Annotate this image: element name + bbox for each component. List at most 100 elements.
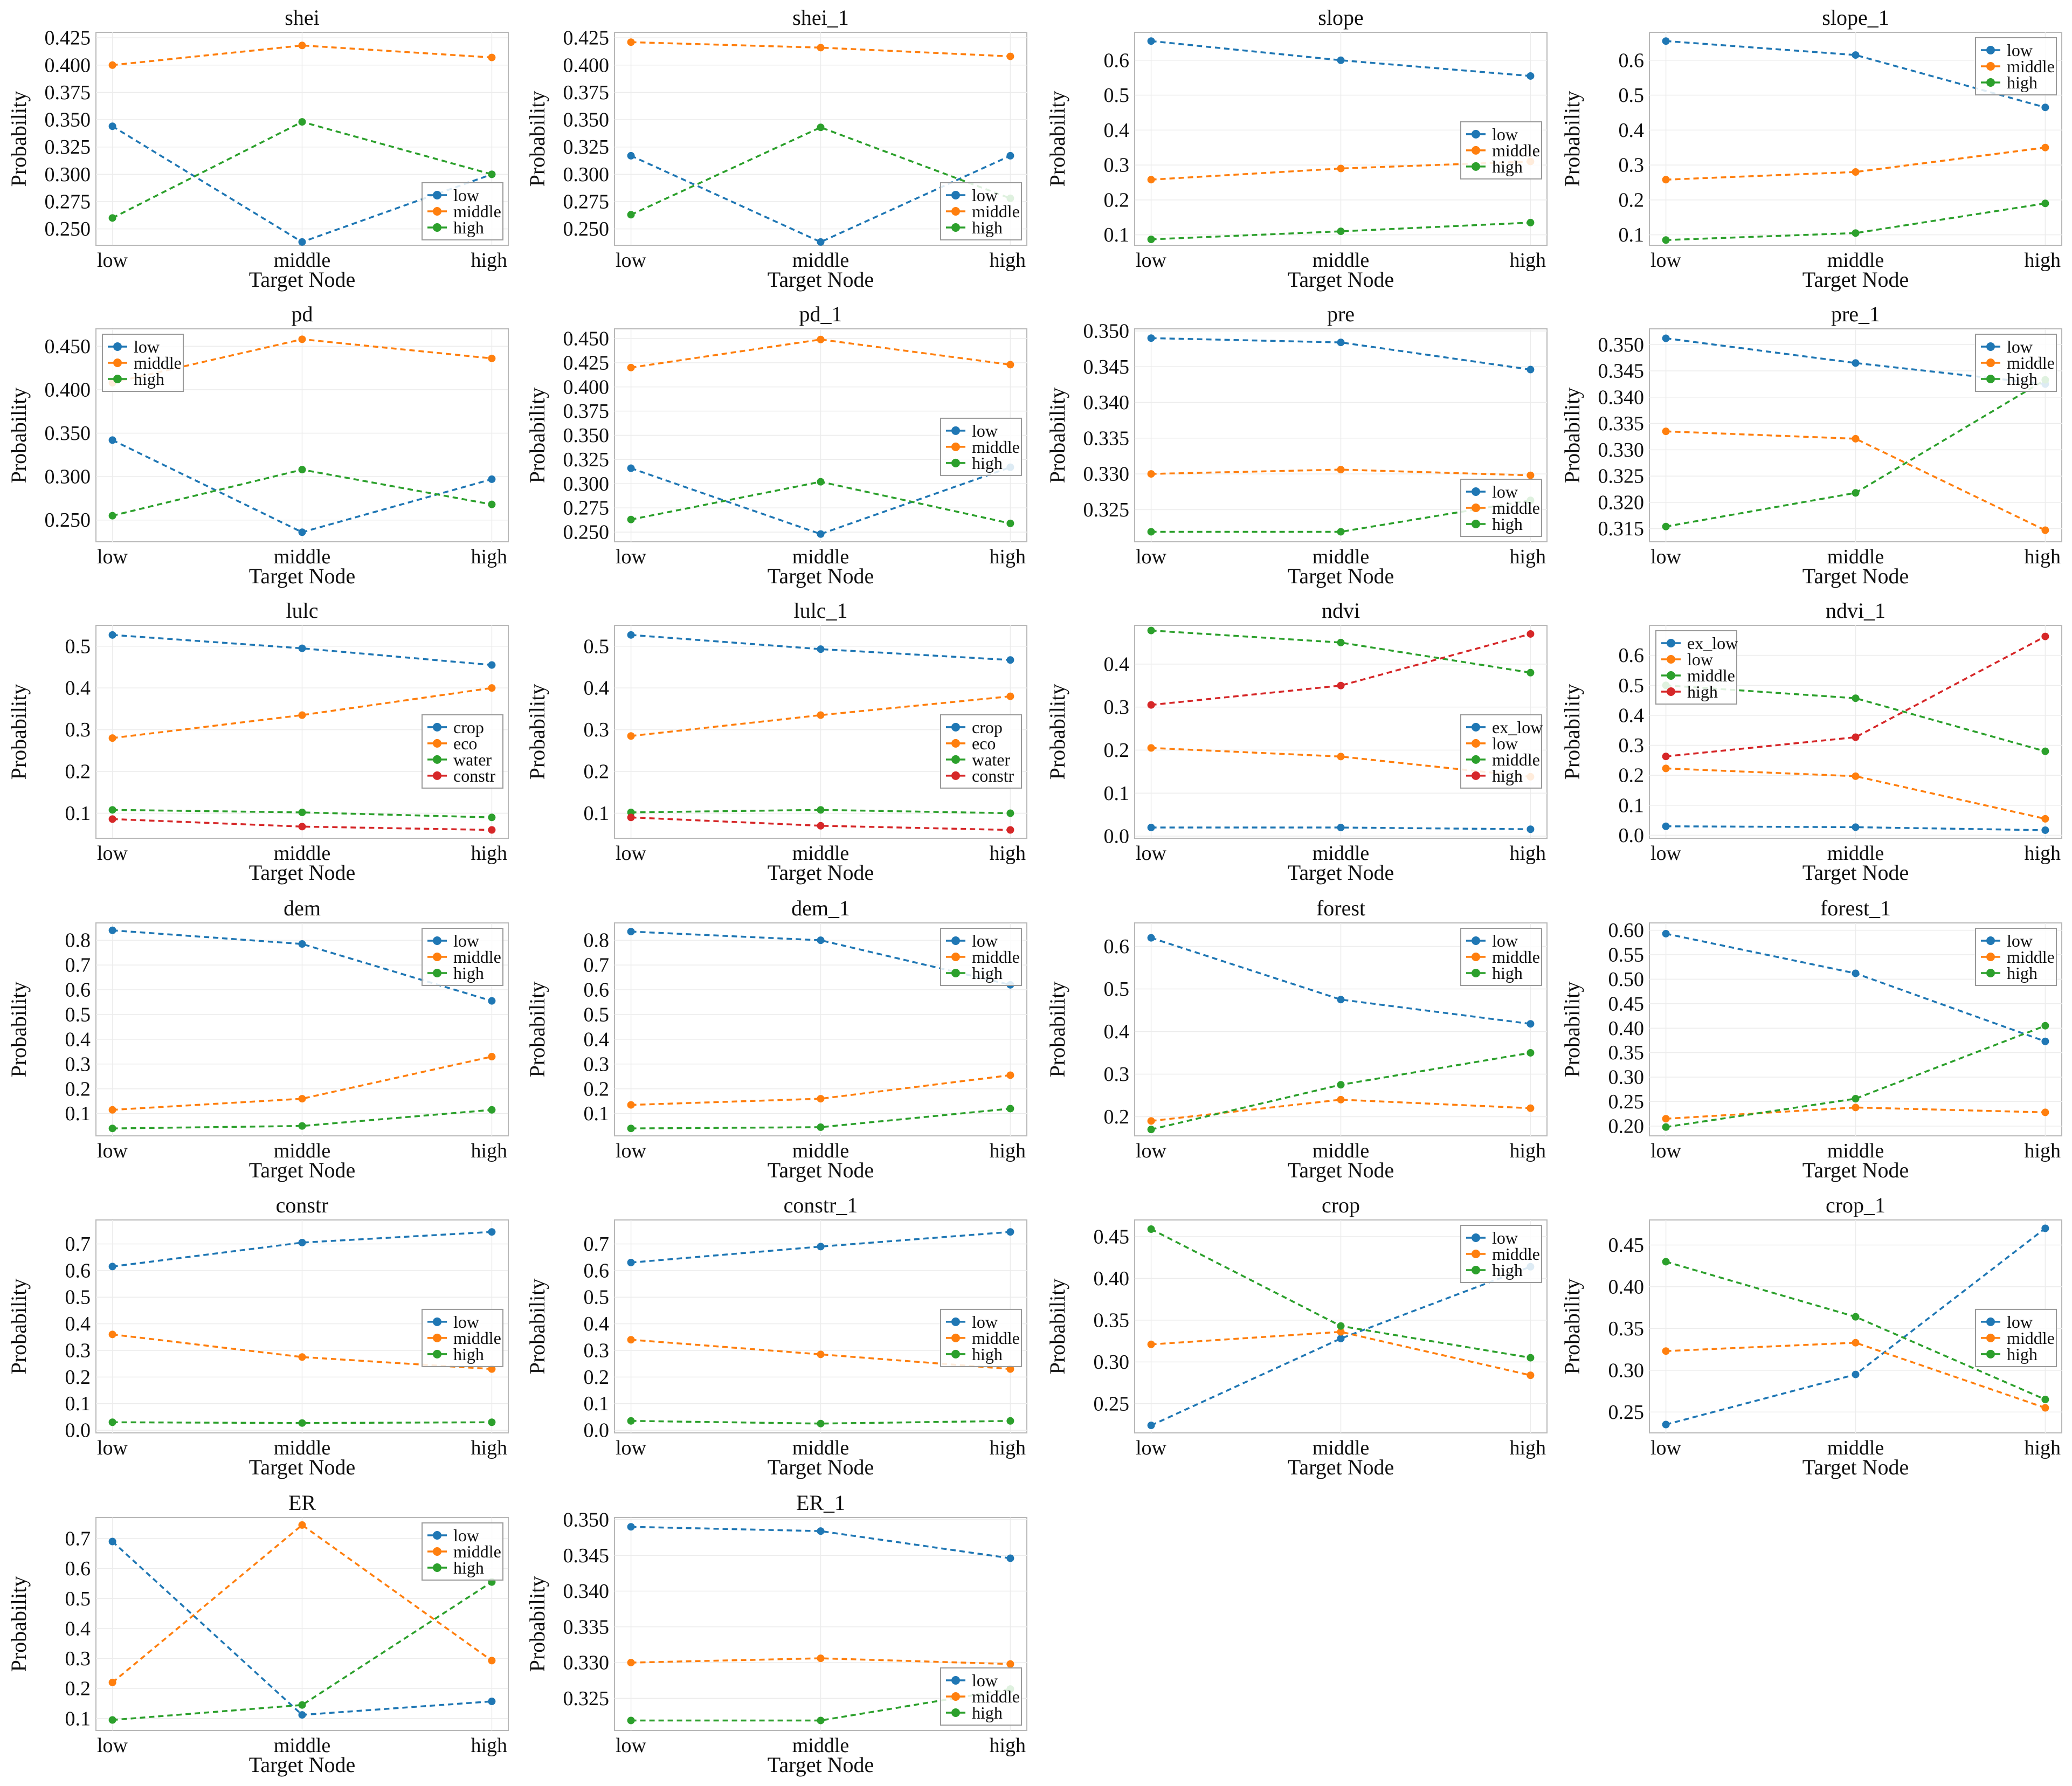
legend-marker: [1986, 936, 1995, 945]
subplot-title: pd_1: [799, 302, 842, 326]
subplot: 0.2500.2750.3000.3250.3500.3750.4000.425…: [525, 302, 1027, 588]
legend-marker: [951, 458, 960, 467]
legend-label: middle: [453, 1328, 501, 1348]
legend-label: low: [1492, 734, 1518, 753]
data-point: [1662, 37, 1670, 45]
y-tick-label: 0.1: [1104, 782, 1130, 805]
legend-marker: [1472, 739, 1480, 748]
data-point: [1662, 764, 1670, 773]
legend-marker: [1667, 687, 1675, 696]
legend-label: eco: [972, 734, 996, 753]
y-tick-label: 0.6: [1619, 49, 1645, 72]
data-point: [627, 515, 635, 523]
legend-label: high: [1492, 157, 1523, 176]
data-point: [1852, 489, 1860, 497]
data-point: [488, 53, 496, 61]
data-point: [627, 151, 635, 160]
legend-label: ex_low: [1687, 633, 1738, 653]
legend-label: middle: [1687, 666, 1735, 685]
legend-label: crop: [972, 718, 1003, 737]
legend-marker: [1986, 1333, 1995, 1342]
data-point: [488, 1228, 496, 1236]
y-tick-label: 0.2: [65, 1678, 91, 1700]
data-point: [1006, 692, 1014, 700]
legend-marker: [113, 375, 122, 383]
data-point: [1147, 235, 1155, 243]
x-tick-label: middle: [274, 1140, 331, 1162]
legend-marker: [433, 1547, 441, 1556]
subplot-title: lulc: [286, 598, 319, 623]
series-line: [1151, 468, 1531, 477]
y-tick-label: 0.375: [45, 81, 91, 104]
y-tick-label: 0.0: [584, 1419, 610, 1442]
y-tick-label: 0.5: [1104, 84, 1130, 107]
x-tick-label: low: [1650, 546, 1682, 568]
data-point: [108, 436, 116, 444]
y-tick-label: 0.0: [1619, 824, 1645, 847]
y-axis-label: Probability: [6, 388, 31, 484]
legend-marker: [1986, 342, 1995, 351]
y-axis-label: Probability: [525, 91, 549, 187]
y-tick-label: 0.300: [563, 163, 610, 186]
y-tick-label: 0.7: [65, 1233, 91, 1256]
x-tick-label: high: [471, 1437, 507, 1459]
data-point: [2041, 1396, 2049, 1404]
data-point: [1527, 218, 1535, 226]
legend-label: ex_low: [1492, 718, 1543, 737]
legend-marker: [951, 191, 960, 199]
y-tick-label: 0.340: [563, 1580, 610, 1603]
data-point: [1662, 753, 1670, 761]
y-tick-label: 0.250: [45, 509, 91, 532]
legend-marker: [433, 722, 441, 732]
legend-marker: [951, 936, 960, 945]
data-point: [2041, 1108, 2049, 1116]
legend-label: middle: [453, 1542, 501, 1561]
y-tick-label: 0.5: [584, 635, 610, 658]
y-tick-label: 0.375: [563, 81, 610, 104]
legend-label: low: [972, 185, 998, 205]
data-point: [1852, 435, 1860, 443]
data-point: [108, 1418, 116, 1426]
y-tick-label: 0.6: [1104, 49, 1130, 72]
series-line: [112, 1421, 492, 1424]
x-tick-label: middle: [1827, 249, 1884, 272]
data-point: [1006, 1365, 1014, 1373]
legend-marker: [1472, 953, 1480, 961]
x-tick-label: middle: [1827, 1437, 1884, 1459]
data-point: [488, 475, 496, 483]
x-tick-label: high: [1509, 1437, 1546, 1459]
legend-label: low: [972, 421, 998, 440]
x-axis-label: Target Node: [249, 267, 356, 292]
legend-label: middle: [453, 202, 501, 221]
x-tick-label: low: [616, 1437, 647, 1459]
y-tick-label: 0.7: [65, 1527, 91, 1550]
y-axis-label: Probability: [6, 1279, 31, 1375]
data-point: [108, 1106, 116, 1114]
data-point: [298, 528, 306, 536]
y-axis-label: Probability: [6, 91, 31, 187]
y-tick-label: 0.0: [65, 1419, 91, 1442]
series-line: [1151, 222, 1531, 240]
data-point: [1662, 236, 1670, 244]
data-point: [108, 122, 116, 130]
y-tick-label: 0.300: [45, 466, 91, 488]
data-point: [488, 1106, 496, 1114]
subplot-title: ndvi_1: [1826, 598, 1885, 623]
series-line: [631, 466, 1011, 535]
x-tick-label: low: [1136, 249, 1167, 272]
data-point: [1527, 630, 1535, 638]
y-tick-label: 0.425: [563, 27, 610, 50]
legend-marker: [1472, 520, 1480, 528]
legend-label: high: [453, 1558, 484, 1577]
x-tick-label: low: [1650, 1437, 1682, 1459]
legend-marker: [1986, 969, 1995, 977]
subplot-title: lulc_1: [794, 598, 848, 623]
y-axis-label: Probability: [1045, 91, 1069, 187]
y-tick-label: 0.325: [1598, 465, 1645, 488]
legend-marker: [1472, 771, 1480, 780]
y-axis-label: Probability: [525, 1576, 549, 1672]
